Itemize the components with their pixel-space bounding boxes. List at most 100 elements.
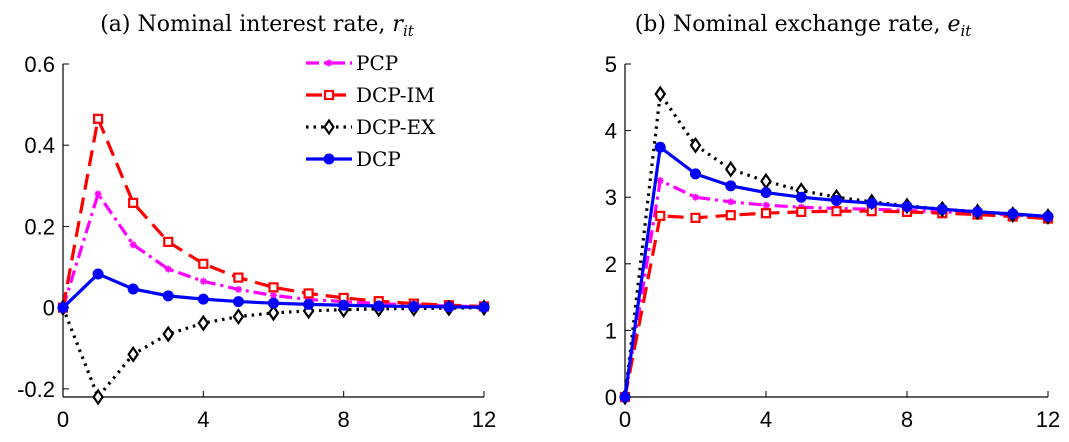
panel-b-data-point bbox=[689, 136, 702, 154]
panel-a-legend-label: PCP bbox=[356, 51, 398, 75]
panel-a-data-point bbox=[163, 236, 174, 247]
panel-a-x-tick-label: 4 bbox=[197, 407, 209, 432]
panel-b-data-point bbox=[831, 206, 842, 217]
panel-b-plot-area bbox=[625, 64, 1048, 397]
panel-a-legend-marker bbox=[323, 118, 335, 136]
panel-b-title-subscript: it bbox=[960, 22, 972, 40]
panel-a-legend-label: DCP-IM bbox=[356, 83, 435, 107]
panel-a-data-point bbox=[268, 282, 279, 293]
panel-a-plot-area bbox=[63, 64, 484, 397]
panel-b-data-point bbox=[796, 206, 807, 217]
panel-b-series-dcp bbox=[619, 141, 1054, 403]
panel-b-data-point bbox=[619, 391, 631, 403]
panel-a-data-point bbox=[92, 268, 104, 280]
panel-b-data-point bbox=[724, 160, 737, 178]
panel-b-data-point bbox=[727, 198, 735, 206]
panel-b-y-tick-label: 2 bbox=[605, 252, 617, 277]
panel-b-data-point bbox=[725, 210, 736, 221]
panel-a-x-tick-label: 12 bbox=[472, 407, 496, 432]
panel-a-data-point bbox=[199, 277, 207, 285]
panel-b-y-tick-label: 0 bbox=[605, 385, 617, 410]
panel-a-data-point bbox=[129, 241, 137, 249]
panel-a-legend-marker bbox=[323, 153, 335, 165]
panel-a-data-point bbox=[234, 285, 242, 293]
panel-b-data-point bbox=[656, 177, 664, 185]
panel-a-data-point bbox=[128, 197, 139, 208]
panel-b-data-point bbox=[972, 206, 983, 218]
panel-a-data-point bbox=[373, 300, 385, 312]
panel-b-title-text: (b) Nominal exchange rate, bbox=[635, 12, 941, 37]
panel-a-data-point bbox=[232, 296, 244, 308]
panel-a-title-subscript: it bbox=[403, 22, 415, 40]
panel-a-data-point bbox=[164, 265, 172, 273]
panel-a-x-tick-label: 8 bbox=[338, 407, 350, 432]
panel-b-title-symbol: e bbox=[947, 12, 960, 37]
panel-a-data-point bbox=[303, 288, 314, 299]
panel-a-data-point bbox=[303, 298, 315, 310]
panel-b-data-point bbox=[760, 208, 772, 219]
panel-a-legend-marker bbox=[323, 89, 335, 101]
panel-a-title: (a) Nominal interest rate, rit bbox=[100, 12, 415, 40]
panel-b-data-point bbox=[725, 180, 737, 192]
panel-a-data-point bbox=[162, 325, 175, 343]
panel-b-data-point bbox=[692, 193, 699, 201]
panel-a-data-point bbox=[270, 291, 277, 299]
panel-a-x-tick-label: 0 bbox=[57, 407, 69, 432]
panel-a-legend: PCP DCP-IM DCP-EX DCP bbox=[306, 51, 436, 171]
panel-b-data-point bbox=[795, 191, 807, 203]
panel-a-data-point bbox=[127, 345, 140, 363]
panel-b-title: (b) Nominal exchange rate, eit bbox=[635, 12, 973, 40]
panel-a-y-tick-label: 0.4 bbox=[24, 133, 55, 158]
panel-a-series-dcp bbox=[57, 268, 490, 314]
panel-b-x-tick-label: 4 bbox=[760, 407, 772, 432]
panel-b-y-tick-label: 5 bbox=[605, 52, 617, 77]
panel-a-data-point bbox=[197, 314, 210, 332]
panel-b-data-point bbox=[762, 201, 770, 209]
panel-a-data-point bbox=[408, 300, 420, 312]
panel-b-data-point bbox=[901, 201, 913, 213]
panel-b-x-tick-label: 12 bbox=[1036, 407, 1060, 432]
panel-b-data-point bbox=[654, 85, 667, 103]
panel-a-data-point bbox=[233, 272, 244, 283]
panel-a-y-tick-label: 0 bbox=[43, 296, 55, 321]
panel-b-data-point bbox=[690, 168, 701, 180]
panel-b-y-tick-label: 4 bbox=[605, 119, 617, 144]
panel-a-data-point bbox=[162, 290, 174, 302]
panel-b-y-tick-label: 1 bbox=[605, 318, 617, 343]
panel-a-data-point bbox=[338, 299, 350, 311]
panel-b-x-tick-label: 0 bbox=[619, 407, 631, 432]
panel-a-data-point bbox=[92, 113, 104, 124]
panel-a-legend-marker bbox=[325, 59, 333, 67]
panel-a-title-symbol: r bbox=[392, 12, 404, 37]
panel-a-data-point bbox=[92, 388, 104, 406]
panel-a-data-point bbox=[443, 301, 455, 313]
panel-b-data-point bbox=[831, 195, 842, 207]
panel-b-y-tick-label: 3 bbox=[605, 185, 617, 210]
panel-a-data-point bbox=[57, 302, 69, 314]
panel-a-legend-label: DCP-EX bbox=[356, 115, 436, 139]
panel-a-y-tick-label: 0.6 bbox=[24, 52, 55, 77]
panel-a-data-point bbox=[127, 283, 139, 295]
panel-a-data-point bbox=[94, 190, 102, 198]
panel-a-data-point bbox=[478, 301, 490, 313]
panel-a-data-point bbox=[197, 293, 209, 305]
panel-b-x-tick-label: 8 bbox=[901, 407, 913, 432]
panel-b-data-point bbox=[1042, 211, 1054, 223]
panel-b-data-point bbox=[655, 210, 666, 221]
panel-a-y-tick-label: 0.2 bbox=[24, 214, 55, 239]
panel-a-y-tick-label: -0.2 bbox=[17, 377, 55, 402]
panel-a-data-point bbox=[198, 258, 209, 269]
panel-b-data-point bbox=[936, 203, 948, 215]
panel-a-legend-label: DCP bbox=[356, 147, 401, 171]
panel-b-data-point bbox=[654, 141, 666, 153]
panel-b-data-point bbox=[866, 197, 878, 209]
panel-b-data-point bbox=[1007, 208, 1019, 220]
panel-a-data-point bbox=[268, 297, 279, 309]
panel-b-data-point bbox=[690, 212, 701, 223]
panel-b-data-point bbox=[760, 187, 772, 199]
panel-a-data-point bbox=[232, 308, 245, 326]
panel-a-data-point bbox=[267, 304, 280, 322]
